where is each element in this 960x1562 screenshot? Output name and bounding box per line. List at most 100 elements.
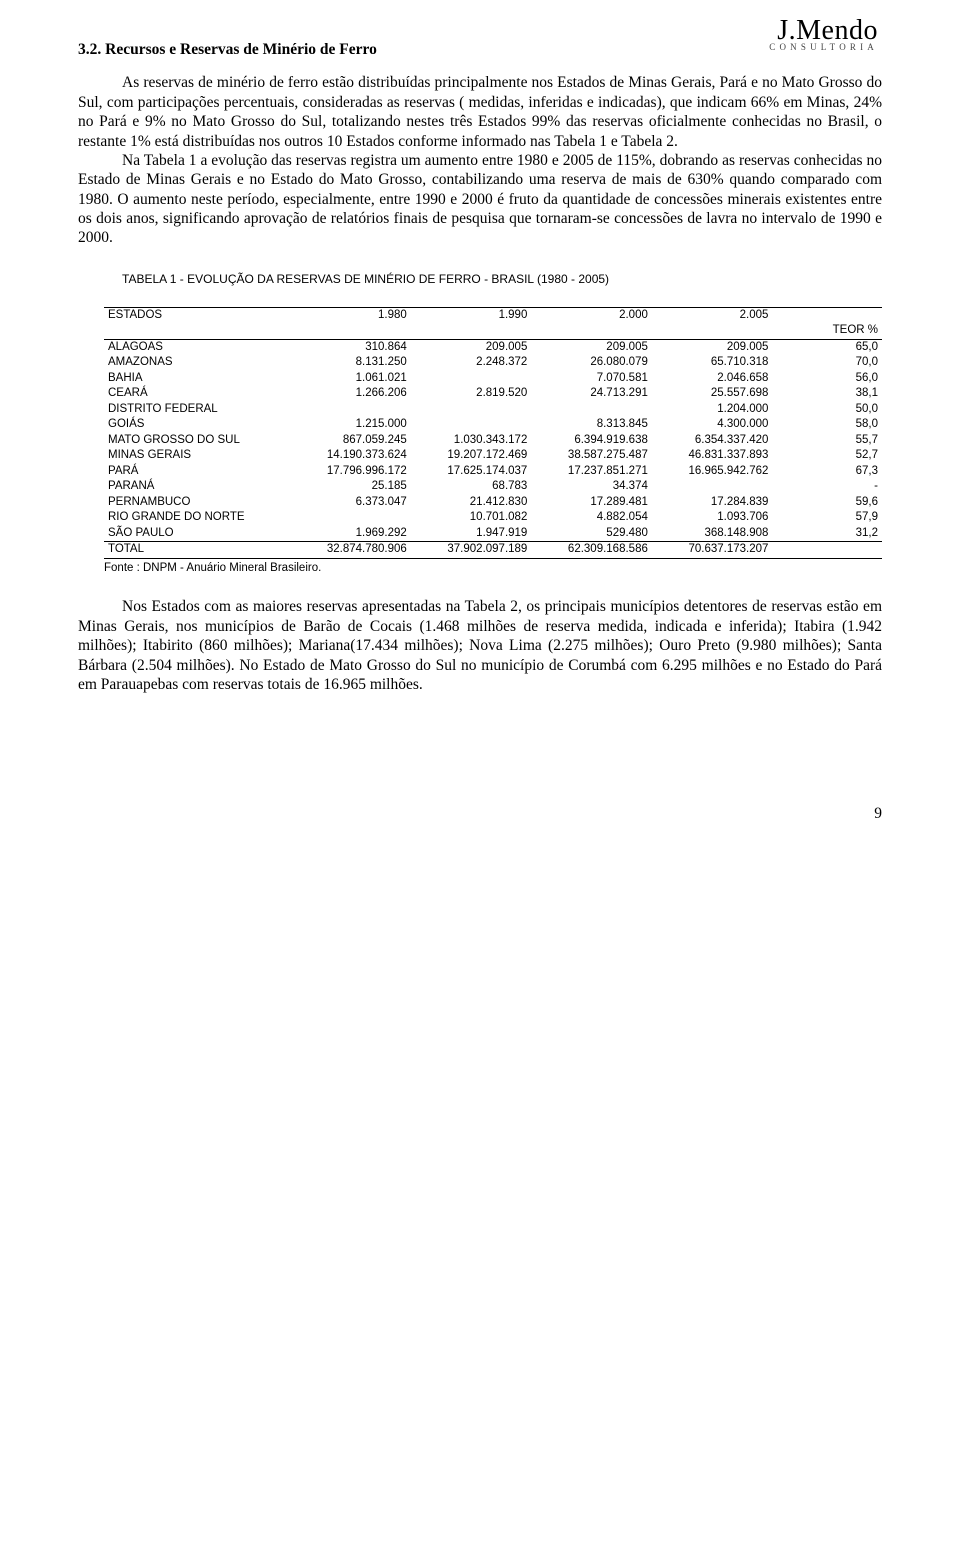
cell: 17.625.174.037 [411, 464, 532, 480]
cell: 50,0 [772, 402, 882, 418]
cell: 68.783 [411, 479, 532, 495]
cell: SÃO PAULO [104, 526, 290, 542]
cell: BAHIA [104, 371, 290, 387]
cell: 31,2 [772, 526, 882, 542]
cell: 56,0 [772, 371, 882, 387]
paragraph-2: Na Tabela 1 a evolução das reservas regi… [78, 151, 882, 248]
cell [531, 402, 652, 418]
cell [411, 371, 532, 387]
cell [290, 402, 411, 418]
cell: 209.005 [652, 339, 773, 355]
cell: 21.412.830 [411, 495, 532, 511]
cell: 52,7 [772, 448, 882, 464]
cell: 17.796.996.172 [290, 464, 411, 480]
table-row: CEARÁ1.266.2062.819.52024.713.29125.557.… [104, 386, 882, 402]
cell: 529.480 [531, 526, 652, 542]
th-1980: 1.980 [290, 307, 411, 323]
cell [411, 417, 532, 433]
cell: 1.061.021 [290, 371, 411, 387]
cell: 25.185 [290, 479, 411, 495]
cell: DISTRITO FEDERAL [104, 402, 290, 418]
cell: ALAGOAS [104, 339, 290, 355]
table-row: MATO GROSSO DO SUL867.059.2451.030.343.1… [104, 433, 882, 449]
logo-sub-text: CONSULTORIA [769, 43, 878, 51]
cell: 1.947.919 [411, 526, 532, 542]
cell: 65.710.318 [652, 355, 773, 371]
cell: 8.131.250 [290, 355, 411, 371]
cell: 6.354.337.420 [652, 433, 773, 449]
cell: 1.969.292 [290, 526, 411, 542]
section-heading: 3.2. Recursos e Reservas de Minério de F… [78, 40, 882, 59]
cell: 867.059.245 [290, 433, 411, 449]
cell: 17.289.481 [531, 495, 652, 511]
cell: 6.373.047 [290, 495, 411, 511]
table-row: PARÁ17.796.996.17217.625.174.03717.237.8… [104, 464, 882, 480]
cell [411, 402, 532, 418]
cell: PARÁ [104, 464, 290, 480]
cell: 67,3 [772, 464, 882, 480]
total-2000: 62.309.168.586 [531, 542, 652, 559]
brand-logo: J.Mendo CONSULTORIA [769, 18, 878, 51]
cell: 24.713.291 [531, 386, 652, 402]
cell: 7.070.581 [531, 371, 652, 387]
cell: 59,6 [772, 495, 882, 511]
table-row: SÃO PAULO1.969.2921.947.919529.480368.14… [104, 526, 882, 542]
cell: PERNAMBUCO [104, 495, 290, 511]
cell: AMAZONAS [104, 355, 290, 371]
th-teor: TEOR % [772, 323, 882, 339]
paragraph-1: As reservas de minério de ferro estão di… [78, 73, 882, 151]
cell: 65,0 [772, 339, 882, 355]
cell [652, 479, 773, 495]
table-row: DISTRITO FEDERAL 1.204.00050,0 [104, 402, 882, 418]
logo-main-text: J.Mendo [769, 18, 878, 43]
table-row: PARANÁ25.18568.78334.374 - [104, 479, 882, 495]
total-label: TOTAL [104, 542, 290, 559]
table-row: BAHIA1.061.021 7.070.5812.046.65856,0 [104, 371, 882, 387]
cell: 1.266.206 [290, 386, 411, 402]
paragraph-3: Nos Estados com as maiores reservas apre… [78, 597, 882, 694]
cell: 25.557.698 [652, 386, 773, 402]
cell: 10.701.082 [411, 510, 532, 526]
table-source: Fonte : DNPM - Anuário Mineral Brasileir… [104, 561, 882, 575]
cell [290, 510, 411, 526]
table-row: GOIÁS1.215.0008.313.8454.300.00058,0 [104, 417, 882, 433]
cell: 1.204.000 [652, 402, 773, 418]
table-header-row-2: TEOR % [104, 323, 882, 339]
cell: 17.284.839 [652, 495, 773, 511]
table-row: RIO GRANDE DO NORTE10.701.0824.882.0541.… [104, 510, 882, 526]
cell: 55,7 [772, 433, 882, 449]
cell: 1.215.000 [290, 417, 411, 433]
cell: PARANÁ [104, 479, 290, 495]
cell: RIO GRANDE DO NORTE [104, 510, 290, 526]
cell: 14.190.373.624 [290, 448, 411, 464]
cell: GOIÁS [104, 417, 290, 433]
cell: 368.148.908 [652, 526, 773, 542]
cell: 26.080.079 [531, 355, 652, 371]
th-1990: 1.990 [411, 307, 532, 323]
cell: - [772, 479, 882, 495]
table-total-row: TOTAL 32.874.780.906 37.902.097.189 62.3… [104, 542, 882, 559]
cell: 209.005 [531, 339, 652, 355]
cell: CEARÁ [104, 386, 290, 402]
table-row: PERNAMBUCO6.373.04721.412.83017.289.4811… [104, 495, 882, 511]
total-teor [772, 542, 882, 559]
cell: MATO GROSSO DO SUL [104, 433, 290, 449]
cell: MINAS GERAIS [104, 448, 290, 464]
cell: 1.093.706 [652, 510, 773, 526]
cell: 310.864 [290, 339, 411, 355]
total-1990: 37.902.097.189 [411, 542, 532, 559]
cell: 6.394.919.638 [531, 433, 652, 449]
cell: 209.005 [411, 339, 532, 355]
cell: 70,0 [772, 355, 882, 371]
total-2005: 70.637.173.207 [652, 542, 773, 559]
th-teor-empty [772, 307, 882, 323]
cell: 34.374 [531, 479, 652, 495]
cell: 4.300.000 [652, 417, 773, 433]
cell: 2.248.372 [411, 355, 532, 371]
cell: 46.831.337.893 [652, 448, 773, 464]
cell: 2.046.658 [652, 371, 773, 387]
table-caption: TABELA 1 - EVOLUÇÃO DA RESERVAS DE MINÉR… [122, 272, 882, 287]
cell: 38.587.275.487 [531, 448, 652, 464]
table-header-row-1: ESTADOS 1.980 1.990 2.000 2.005 [104, 307, 882, 323]
table-row: ALAGOAS310.864209.005209.005209.00565,0 [104, 339, 882, 355]
